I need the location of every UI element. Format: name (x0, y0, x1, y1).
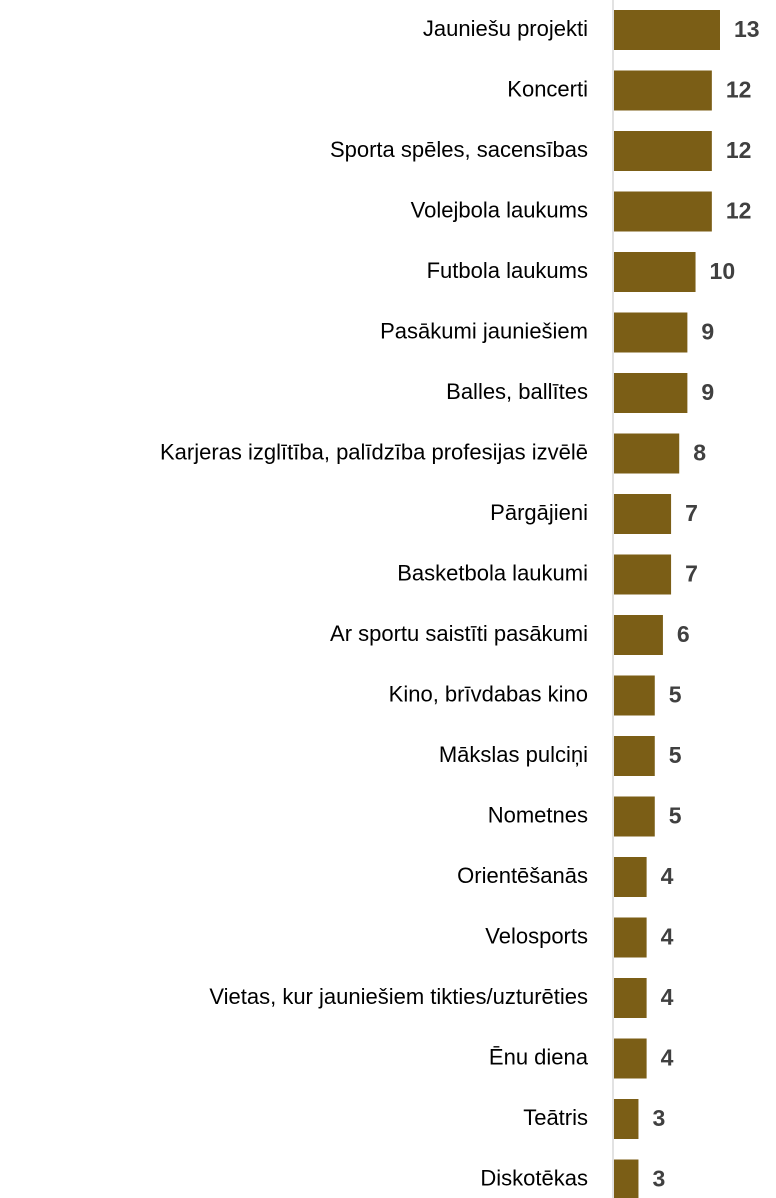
bar (614, 10, 720, 50)
value-label: 6 (677, 621, 690, 647)
category-label: Pasākumi jauniešiem (380, 318, 588, 343)
value-label: 5 (669, 803, 682, 829)
value-label: 7 (685, 500, 698, 526)
bar (614, 615, 663, 655)
category-label: Basketbola laukumi (397, 560, 588, 585)
bar (614, 554, 672, 595)
value-label: 9 (701, 319, 714, 345)
category-label: Diskotēkas (480, 1165, 588, 1190)
value-label: 4 (661, 924, 674, 950)
category-label: Sporta spēles, sacensības (330, 137, 588, 162)
category-label: Jauniešu projekti (423, 16, 588, 41)
category-label: Kino, brīvdabas kino (389, 681, 588, 706)
bar (614, 1038, 647, 1079)
bar (614, 857, 647, 897)
value-label: 12 (726, 137, 752, 163)
value-label: 12 (726, 198, 752, 224)
bar (614, 978, 647, 1018)
bar (614, 433, 680, 474)
category-label: Velosports (485, 923, 588, 948)
bar (614, 796, 655, 837)
category-label: Orientēšanās (457, 863, 588, 888)
bar (614, 494, 672, 534)
category-label: Pārgājieni (490, 500, 588, 525)
value-label: 8 (693, 440, 706, 466)
value-label: 10 (710, 258, 736, 284)
category-label: Karjeras izglītība, palīdzība profesijas… (160, 439, 588, 464)
bar (614, 675, 655, 716)
category-label: Mākslas pulciņi (439, 742, 588, 767)
category-label: Koncerti (507, 76, 588, 101)
category-label: Balles, ballītes (446, 379, 588, 404)
category-label: Teātris (523, 1105, 588, 1130)
category-label: Vietas, kur jauniešiem tikties/uzturētie… (209, 984, 588, 1009)
value-label: 9 (701, 379, 714, 405)
bar (614, 252, 696, 292)
bar (614, 1159, 639, 1198)
bar (614, 1099, 639, 1139)
value-label: 5 (669, 742, 682, 768)
bar (614, 917, 647, 958)
value-label: 4 (661, 1045, 674, 1071)
bar (614, 736, 655, 776)
value-label: 4 (661, 863, 674, 889)
value-label: 4 (661, 984, 674, 1010)
category-label: Ēnu diena (489, 1044, 589, 1069)
value-label: 5 (669, 682, 682, 708)
bar (614, 131, 712, 171)
value-label: 3 (652, 1166, 665, 1192)
value-label: 7 (685, 561, 698, 587)
value-label: 13 (734, 16, 760, 42)
category-label: Nometnes (488, 802, 588, 827)
bar (614, 373, 688, 413)
value-label: 3 (652, 1105, 665, 1131)
bar (614, 312, 688, 353)
category-label: Futbola laukums (427, 258, 588, 283)
bar (614, 191, 712, 232)
value-label: 12 (726, 77, 752, 103)
bar (614, 70, 712, 111)
category-label: Volejbola laukums (411, 197, 588, 222)
category-label: Ar sportu saistīti pasākumi (330, 621, 588, 646)
